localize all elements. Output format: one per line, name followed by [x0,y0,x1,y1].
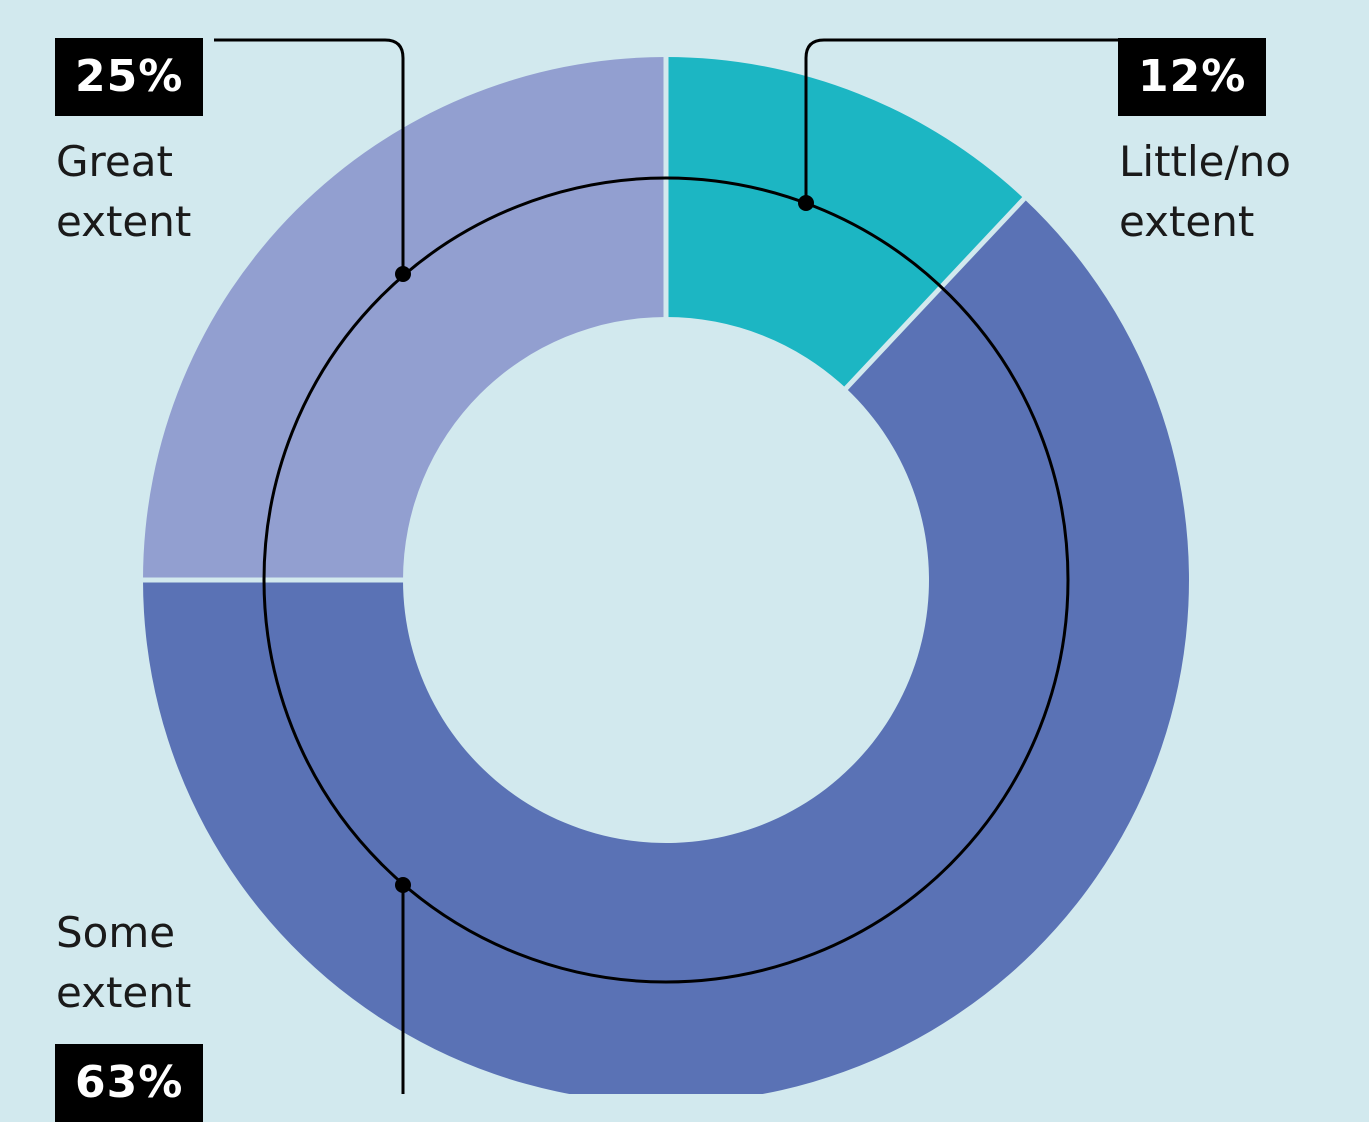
category-label-little-line1: Little/no [1119,137,1291,186]
category-label-some-extent: Some extent [56,903,316,1023]
category-label-some-line2: extent [56,968,192,1017]
slice-great-extent [143,57,666,580]
category-label-great-line2: extent [56,197,192,246]
reference-ring [262,176,1070,984]
category-label-some-line1: Some [56,908,176,957]
category-label-little-line2: extent [1119,197,1255,246]
leader-little-no-extent [804,38,1118,203]
slice-some-extent [143,198,1189,1094]
category-label-great-extent: Great extent [56,132,316,252]
leader-great-extent [214,38,405,274]
donut-slices [141,55,1189,1094]
category-label-little-extent: Little/no extent [1119,132,1369,252]
value-label-some-extent: 63% [55,1044,204,1122]
leader-lines [214,38,1118,1094]
donut-chart [141,38,1189,1094]
leader-some-extent-dot [395,877,411,893]
category-label-great-line1: Great [56,137,173,186]
value-label-little-extent: 12% [1118,38,1267,116]
leader-little-no-extent-dot [798,195,814,211]
value-label-great-extent: 25% [55,38,204,116]
slice-separator [842,195,1028,392]
slice-little-no-extent [666,57,1025,389]
leader-great-extent-dot [395,266,411,282]
